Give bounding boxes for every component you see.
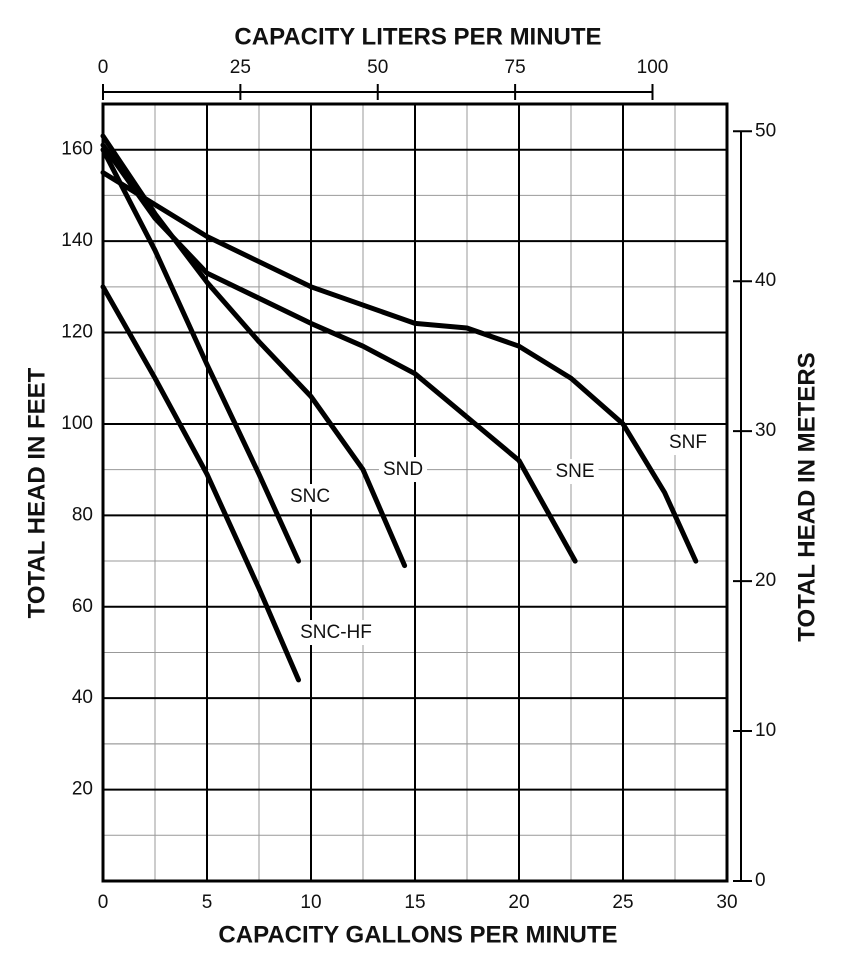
x2-tick-label: 0: [98, 57, 109, 78]
y-tick-label: 20: [72, 779, 93, 800]
y-tick-label: 140: [61, 230, 93, 251]
series-label-bg: [665, 430, 711, 456]
series-label: SNF: [669, 432, 707, 453]
y-tick-label: 40: [72, 687, 93, 708]
x-tick-label: 30: [716, 892, 737, 913]
series-label-bg: [296, 620, 376, 646]
series-label: SNC-HF: [300, 622, 372, 643]
x2-tick-label: 75: [505, 57, 526, 78]
y2-tick-label: 10: [755, 720, 776, 741]
y-tick-label: 160: [61, 139, 93, 160]
series-line: [100, 284, 301, 683]
series-line: [100, 142, 578, 564]
x-tick-label: 15: [404, 892, 425, 913]
series-line: [100, 133, 408, 569]
series-label: SNE: [555, 461, 594, 482]
series-line: [100, 170, 699, 564]
x2-tick-label: 25: [230, 57, 251, 78]
y2-axis-title: TOTAL HEAD IN METERS: [793, 352, 820, 641]
y2-tick-label: 0: [755, 870, 766, 891]
y-tick-label: 120: [61, 322, 93, 343]
series-label: SND: [383, 459, 423, 480]
plot-frame: [101, 102, 729, 883]
x-tick-label: 10: [300, 892, 321, 913]
series-label-bg: [551, 459, 599, 485]
y-tick-label: 100: [61, 413, 93, 434]
series-line: [100, 147, 301, 564]
y2-tick-label: 50: [755, 120, 776, 141]
x2-axis-title: CAPACITY LITERS PER MINUTE: [234, 23, 601, 50]
series-label: SNC: [290, 486, 330, 507]
y2-tick-label: 20: [755, 570, 776, 591]
x-tick-label: 25: [612, 892, 633, 913]
x2-tick-label: 50: [367, 57, 388, 78]
series-label-bg: [378, 457, 428, 483]
y-tick-label: 80: [72, 504, 93, 525]
y2-tick-label: 40: [755, 270, 776, 291]
y-tick-label: 60: [72, 596, 93, 617]
series-label-bg: [285, 484, 335, 510]
x-tick-label: 20: [508, 892, 529, 913]
x-axis-title: CAPACITY GALLONS PER MINUTE: [218, 921, 617, 948]
x2-tick-label: 100: [637, 57, 669, 78]
x-tick-label: 0: [98, 892, 109, 913]
x-tick-label: 5: [202, 892, 213, 913]
y-axis-title: TOTAL HEAD IN FEET: [23, 367, 50, 618]
y2-tick-label: 30: [755, 420, 776, 441]
